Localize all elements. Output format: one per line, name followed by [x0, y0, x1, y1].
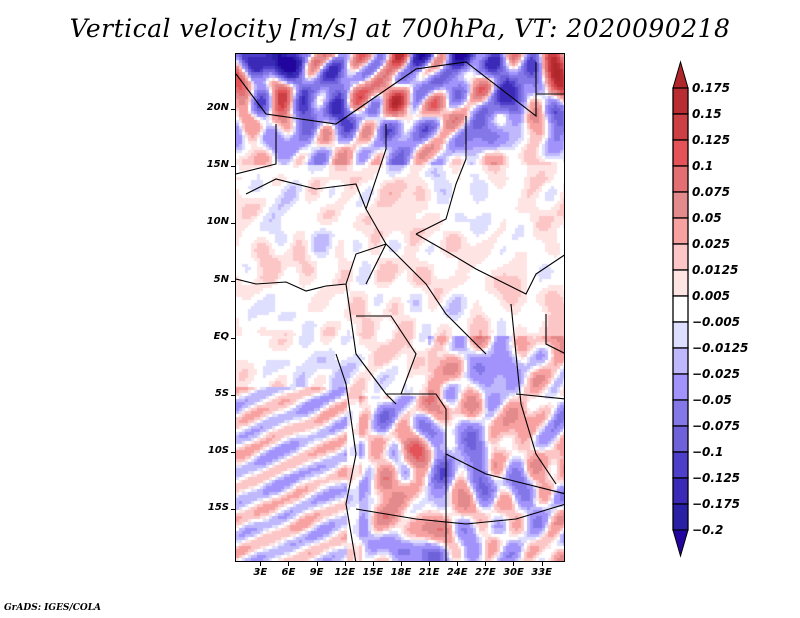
colorbar-label: −0.005	[692, 315, 741, 329]
colorbar-label: −0.2	[692, 523, 724, 537]
lon-tick-label: 3E	[253, 567, 268, 578]
lon-tick	[541, 562, 543, 566]
lon-tick-label: 33E	[531, 567, 552, 578]
border-line	[356, 315, 417, 395]
lon-tick-label: 9E	[309, 567, 324, 578]
border-line	[385, 243, 487, 355]
colorbar-label: 0.05	[692, 211, 722, 225]
border-line	[245, 178, 367, 210]
lat-tick	[231, 337, 235, 339]
colorbar-label: −0.175	[692, 497, 741, 511]
lat-tick	[231, 109, 235, 111]
colorbar-segment	[672, 113, 689, 141]
colorbar	[672, 60, 689, 558]
lon-tick	[429, 562, 431, 566]
grads-credit: GrADS: IGES/COLA	[4, 603, 102, 613]
lon-tick-label: 18E	[390, 567, 412, 578]
colorbar-segment	[672, 87, 689, 115]
colorbar-segment	[672, 425, 689, 453]
border-line	[515, 393, 564, 400]
border-line	[545, 314, 564, 354]
colorbar-segment	[672, 269, 689, 297]
chart-title: Vertical velocity [m/s] at 700hPa, VT: 2…	[69, 14, 731, 43]
border-line	[510, 303, 557, 485]
lon-tick	[316, 562, 318, 566]
country-borders	[236, 61, 564, 561]
colorbar-label: −0.0125	[692, 341, 749, 355]
lat-tick	[231, 395, 235, 396]
colorbar-extend-min	[672, 529, 689, 558]
lat-tick	[231, 452, 235, 454]
lon-tick	[485, 562, 487, 566]
lon-tick	[457, 562, 459, 566]
colorbar-segment	[672, 243, 689, 271]
lon-tick-label: 30E	[503, 567, 524, 578]
colorbar-segment	[672, 347, 689, 375]
lon-tick	[288, 562, 290, 566]
colorbar-segment	[672, 139, 689, 167]
lat-tick-label: EQ	[213, 330, 229, 342]
lon-tick-label: 12E	[334, 567, 356, 578]
lat-tick	[231, 509, 235, 511]
colorbar-label: 0.025	[692, 237, 730, 251]
colorbar-label: 0.0125	[692, 263, 739, 277]
border-line	[415, 116, 467, 235]
border-line	[236, 124, 277, 175]
lon-tick	[260, 562, 262, 566]
border-line	[415, 233, 564, 295]
colorbar-segment	[672, 217, 689, 245]
border-line	[365, 124, 387, 285]
colorbar-label: −0.1	[692, 445, 724, 459]
colorbar-label: 0.125	[692, 133, 730, 147]
lat-tick-label: 5N	[213, 273, 229, 285]
colorbar-label: −0.075	[692, 419, 741, 433]
lat-tick-label: 10N	[206, 216, 229, 228]
colorbar-label: 0.1	[692, 159, 714, 173]
lon-tick-label: 6E	[281, 567, 296, 578]
border-line	[386, 393, 564, 495]
lat-tick-label: 5S	[214, 388, 229, 399]
lon-tick	[400, 562, 402, 566]
colorbar-segment	[672, 451, 689, 479]
border-line	[236, 61, 537, 125]
colorbar-segment	[672, 373, 689, 401]
border-line	[236, 243, 387, 292]
colorbar-label: 0.15	[692, 107, 722, 121]
colorbar-segment	[672, 191, 689, 219]
lon-tick	[372, 562, 374, 566]
colorbar-label: −0.025	[692, 367, 741, 381]
lat-tick-label: 10S	[207, 445, 229, 457]
lat-tick-label: 15N	[206, 159, 229, 171]
lon-tick	[344, 562, 346, 566]
colorbar-segment	[672, 399, 689, 427]
colorbar-segment	[672, 165, 689, 193]
lat-tick	[231, 166, 235, 168]
lat-tick-label: 15S	[207, 502, 229, 514]
colorbar-extend-max	[672, 60, 689, 89]
lon-tick-label: 21E	[418, 567, 440, 578]
colorbar-segment	[672, 503, 689, 531]
lon-tick-label: 15E	[362, 567, 384, 578]
lon-tick-label: 24E	[446, 567, 468, 578]
lat-tick	[231, 280, 235, 282]
colorbar-label: −0.125	[692, 471, 741, 485]
colorbar-segment	[672, 321, 689, 349]
colorbar-label: 0.075	[692, 185, 730, 199]
map-plot-area	[235, 53, 565, 562]
colorbar-label: 0.175	[692, 81, 730, 95]
border-line	[345, 283, 397, 405]
colorbar-segment	[672, 295, 689, 323]
colorbar-label: 0.005	[692, 289, 730, 303]
colorbar-label: −0.05	[692, 393, 732, 407]
border-line	[355, 504, 564, 525]
lon-tick	[513, 562, 515, 566]
lon-tick-label: 27E	[474, 567, 496, 578]
lat-tick-label: 20N	[206, 102, 229, 114]
border-line	[335, 353, 357, 561]
lat-tick	[231, 223, 235, 225]
vertical-velocity-field	[236, 54, 564, 561]
colorbar-segment	[672, 477, 689, 505]
